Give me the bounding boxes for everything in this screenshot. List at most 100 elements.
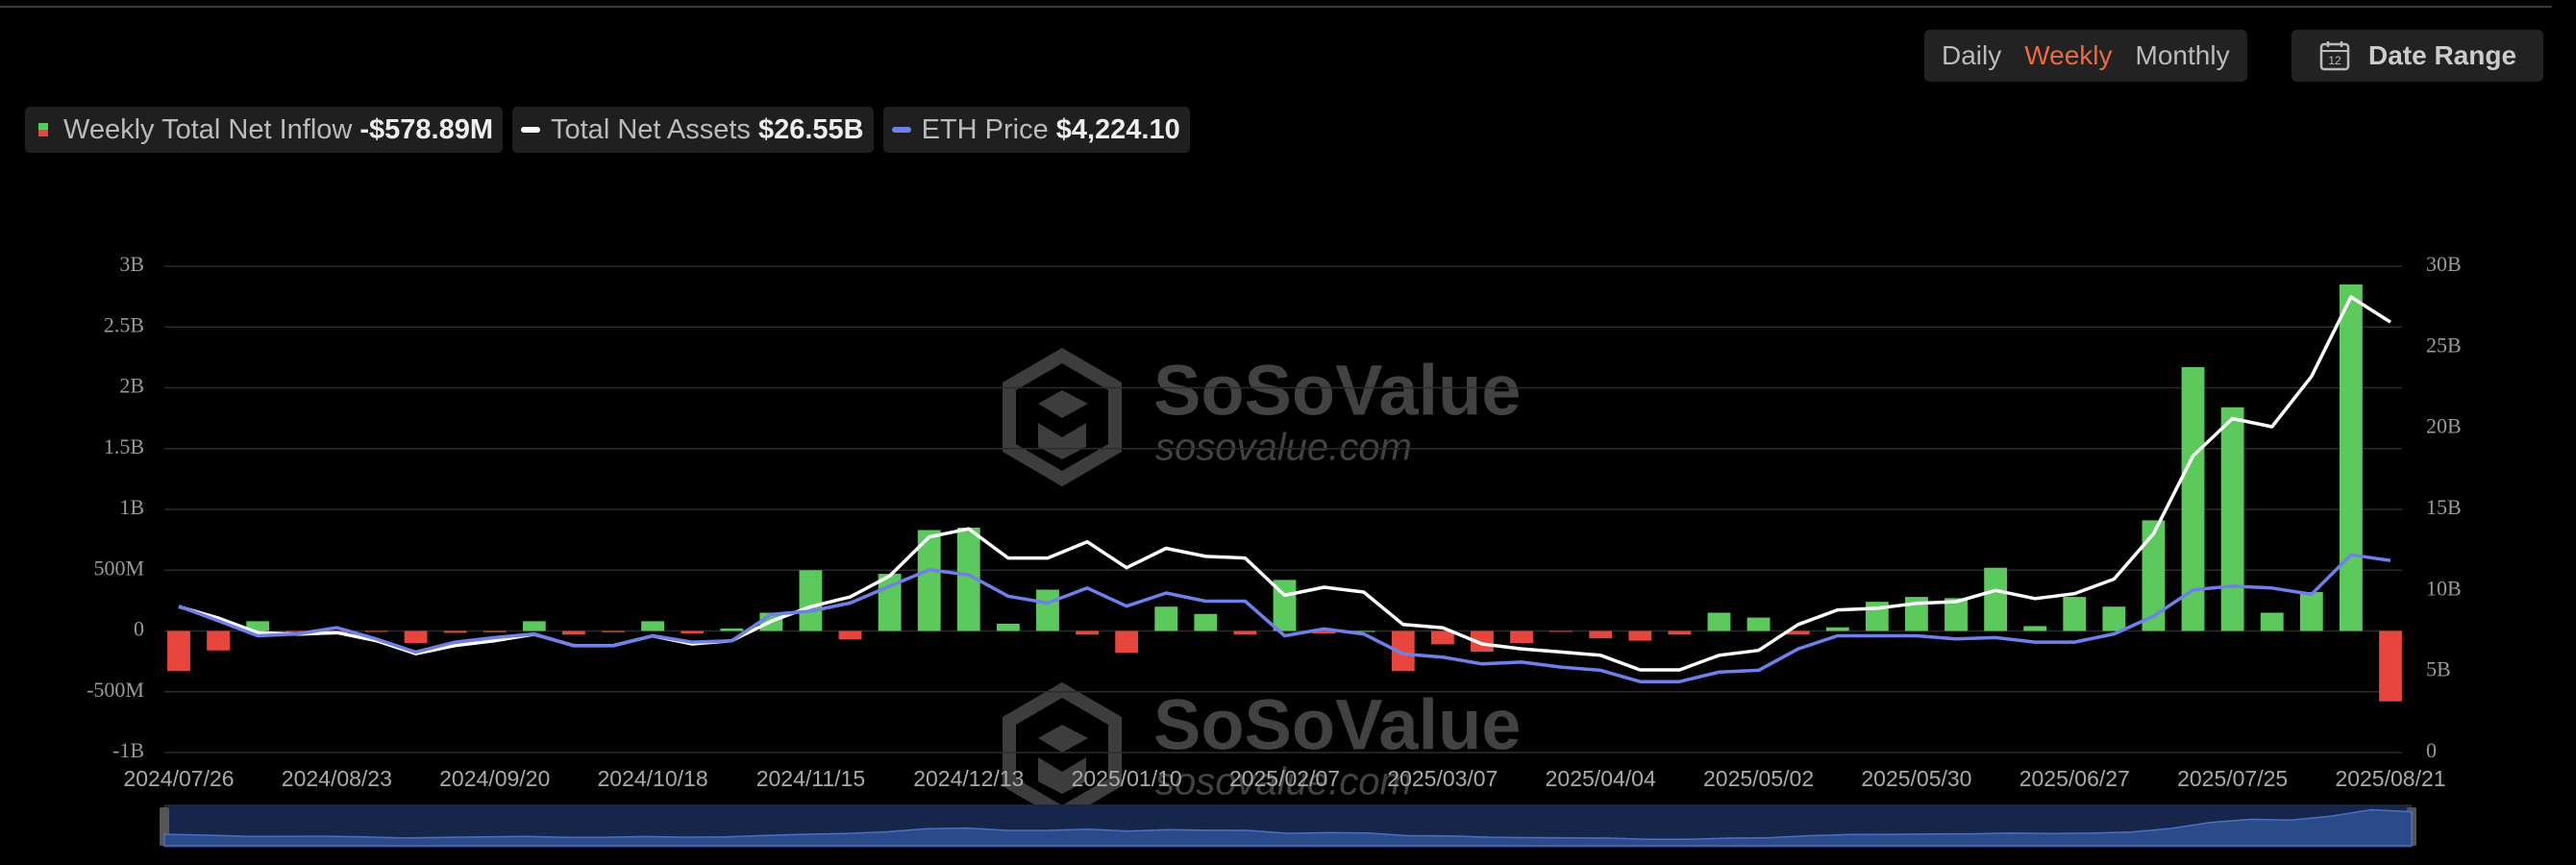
x-tick-label: 2024/07/26 bbox=[123, 766, 234, 791]
y2-tick-label: 30B bbox=[2426, 252, 2462, 276]
x-tick-label: 2024/12/13 bbox=[913, 766, 1024, 791]
watermark-name: SoSoValue bbox=[1153, 351, 1521, 431]
bar bbox=[2063, 597, 2087, 631]
legend-value: $26.55B bbox=[757, 113, 864, 145]
y-tick-label: 0 bbox=[134, 617, 144, 641]
x-tick-label: 2024/10/18 bbox=[598, 766, 708, 791]
bar bbox=[1076, 630, 1099, 635]
x-tick-label: 2025/08/21 bbox=[2335, 766, 2445, 791]
bar bbox=[2102, 606, 2126, 631]
legend-name: Weekly Total Net Inflow bbox=[63, 113, 353, 145]
legend-value: -$578.89M bbox=[359, 113, 493, 145]
period-option[interactable]: Weekly bbox=[2024, 40, 2113, 70]
bar bbox=[1984, 567, 2008, 631]
x-tick-label: 2025/04/04 bbox=[1546, 766, 1656, 791]
legend-name: ETH Price bbox=[921, 113, 1049, 145]
bar bbox=[1786, 630, 1810, 635]
y-tick-label: 500M bbox=[93, 556, 144, 580]
navigator-handle bbox=[2407, 807, 2416, 846]
legend-swatch bbox=[891, 127, 911, 133]
navigator-area bbox=[163, 808, 2413, 847]
calendar-icon: 12 bbox=[2319, 41, 2350, 71]
bar bbox=[1549, 630, 1573, 632]
date-range-button[interactable]: 12 Date Range bbox=[2291, 30, 2543, 82]
bar bbox=[1154, 606, 1178, 631]
watermark-url: sosovalue.com bbox=[1155, 427, 1412, 469]
line bbox=[178, 295, 2391, 672]
bar bbox=[246, 621, 270, 631]
watermark: SoSoValue sosovalue.com bbox=[1003, 347, 1521, 487]
bar bbox=[1825, 627, 1849, 631]
bar bbox=[364, 630, 388, 632]
bar bbox=[1233, 630, 1257, 635]
period-option[interactable]: Daily bbox=[1942, 40, 2002, 70]
bar bbox=[602, 630, 625, 632]
watermark-url: sosovalue.com bbox=[1155, 761, 1412, 803]
bar bbox=[483, 630, 507, 632]
y2-tick-label: 25B bbox=[2426, 333, 2462, 357]
watermark: SoSoValue sosovalue.com bbox=[1003, 681, 1521, 822]
bar bbox=[1746, 617, 1771, 631]
bar bbox=[996, 623, 1020, 631]
y2-tick-label: 0 bbox=[2426, 738, 2437, 762]
x-tick-label: 2024/08/23 bbox=[282, 766, 392, 791]
navigator-handle bbox=[160, 807, 169, 846]
y2-tick-label: 5B bbox=[2426, 657, 2451, 681]
legend-item[interactable]: Weekly Total Net Inflow -$578.89M bbox=[25, 107, 503, 153]
bar bbox=[404, 630, 428, 644]
bar bbox=[2339, 284, 2363, 631]
legend-value: $4,224.10 bbox=[1055, 113, 1180, 145]
x-tick-label: 2025/01/10 bbox=[1072, 766, 1182, 791]
bar bbox=[1905, 597, 1928, 631]
bar bbox=[681, 630, 705, 634]
x-tick-label: 2024/09/20 bbox=[439, 766, 550, 791]
period-toggle: Daily Weekly Monthly bbox=[1924, 30, 2247, 82]
date-range-label: Date Range bbox=[2367, 40, 2517, 70]
bar bbox=[522, 621, 546, 631]
legend-swatch bbox=[521, 127, 540, 133]
y2-tick-label: 10B bbox=[2426, 576, 2462, 600]
bar bbox=[1391, 630, 1415, 672]
y2-tick-label: 15B bbox=[2426, 495, 2462, 519]
bar bbox=[2023, 626, 2047, 631]
legend: Weekly Total Net Inflow -$578.89M Total Ne… bbox=[25, 107, 1190, 153]
bar bbox=[2299, 592, 2323, 631]
swatch-part bbox=[38, 130, 48, 136]
bar bbox=[1036, 589, 1059, 631]
bar bbox=[641, 621, 664, 631]
y-tick-label: 1.5B bbox=[104, 434, 144, 458]
bar bbox=[1944, 598, 1968, 631]
bar bbox=[285, 630, 310, 632]
legend-item[interactable]: ETH Price $4,224.10 bbox=[882, 107, 1190, 153]
y-tick-label: 2B bbox=[119, 374, 144, 398]
bar bbox=[2220, 407, 2244, 631]
legend-swatch bbox=[38, 123, 48, 136]
x-tick-label: 2024/11/15 bbox=[756, 766, 865, 791]
bar bbox=[2142, 520, 2166, 631]
bar bbox=[799, 570, 823, 631]
legend-item[interactable]: Total Net Assets $26.55B bbox=[512, 107, 874, 153]
x-tick-label: 2025/06/27 bbox=[2019, 766, 2130, 791]
y-tick-label: -1B bbox=[112, 738, 144, 762]
bar bbox=[878, 574, 902, 631]
x-tick-label: 2025/03/07 bbox=[1387, 766, 1498, 791]
bar bbox=[1628, 630, 1652, 641]
x-tick-label: 2025/07/25 bbox=[2177, 766, 2288, 791]
y-tick-label: 1B bbox=[119, 495, 144, 519]
bar bbox=[1589, 630, 1613, 639]
y-tick-label: 2.5B bbox=[104, 312, 144, 336]
y-tick-label: 3B bbox=[119, 252, 144, 276]
bar bbox=[917, 530, 941, 631]
bar bbox=[1194, 613, 1218, 631]
bar bbox=[443, 630, 467, 633]
calendar-day: 12 bbox=[2328, 54, 2341, 67]
bar bbox=[167, 630, 190, 672]
bar bbox=[1510, 630, 1533, 644]
bar bbox=[720, 628, 744, 631]
bar bbox=[561, 630, 585, 635]
watermark-name: SoSoValue bbox=[1153, 685, 1521, 765]
bar bbox=[2260, 612, 2284, 631]
period-option[interactable]: Monthly bbox=[2135, 40, 2230, 70]
bar bbox=[956, 527, 980, 631]
